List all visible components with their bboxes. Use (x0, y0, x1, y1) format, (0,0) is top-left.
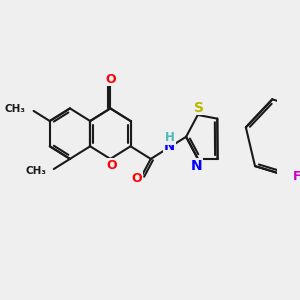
Text: N: N (190, 159, 202, 173)
Text: CH₃: CH₃ (5, 104, 26, 114)
Text: CH₃: CH₃ (25, 166, 46, 176)
Text: N: N (164, 140, 175, 153)
Text: O: O (106, 159, 117, 172)
Text: S: S (194, 100, 204, 115)
Text: H: H (165, 131, 175, 145)
Text: F: F (293, 170, 300, 183)
Text: O: O (105, 73, 116, 85)
Text: O: O (132, 172, 142, 185)
